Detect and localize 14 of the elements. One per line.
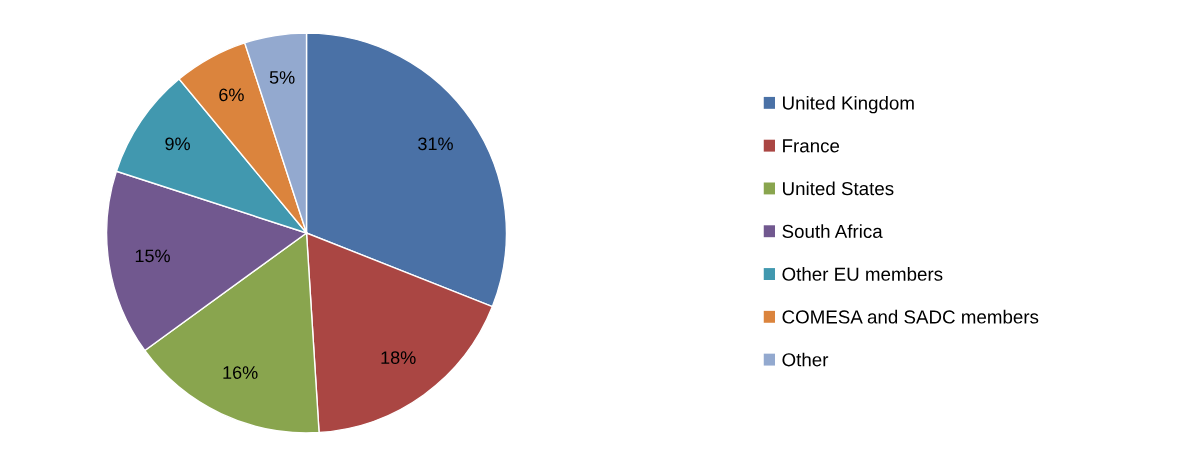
data-label: 5% — [269, 71, 295, 84]
legend-label: COMESA and SADC members — [782, 309, 1039, 324]
legend-label: France — [783, 139, 840, 153]
data-label: 6% — [219, 88, 244, 102]
data-label: 9% — [165, 137, 190, 151]
legend-label: Other EU members — [782, 267, 943, 281]
legend-label: Other — [782, 352, 829, 367]
data-label: 18% — [381, 351, 416, 364]
data-label: 31% — [418, 137, 453, 151]
legend-label: United States — [783, 181, 894, 196]
data-label: 16% — [223, 366, 258, 379]
data-label: 15% — [135, 249, 170, 263]
legend-label: South Africa — [782, 224, 883, 239]
legend-label: United Kingdom — [783, 95, 914, 114]
